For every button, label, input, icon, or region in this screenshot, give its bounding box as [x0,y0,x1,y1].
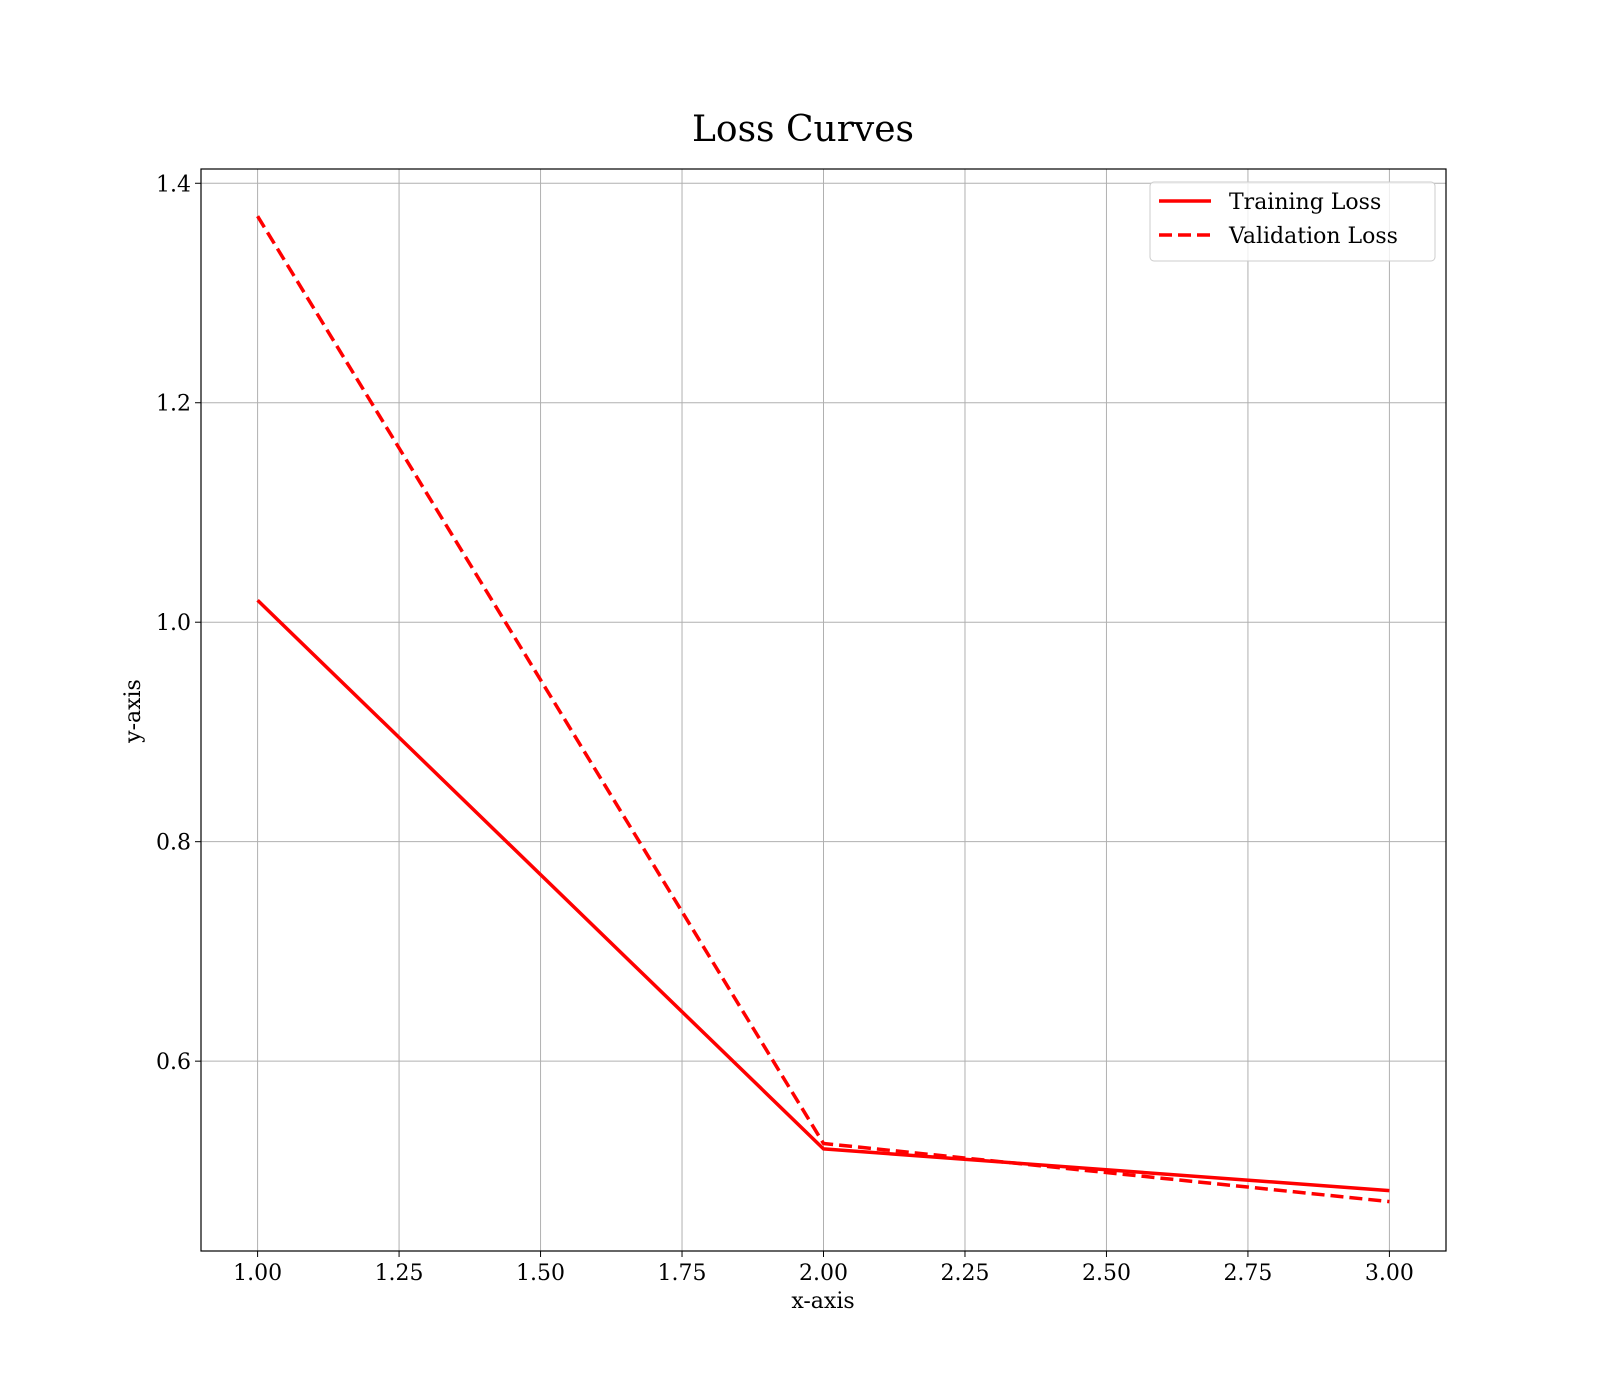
legend-validation-loss-label: Validation Loss [1228,224,1398,249]
y-tick-label: 1.2 [156,392,191,417]
chart-title: Loss Curves [692,109,914,150]
x-axis-ticks: 1.00 1.25 1.50 1.75 2.00 2.25 2.50 2.75 3.00 [233,1251,1414,1286]
x-tick-label: 2.75 [1223,1261,1272,1286]
x-tick-label: 2.50 [1082,1261,1131,1286]
x-tick-label: 1.25 [375,1261,424,1286]
x-tick-label: 3.00 [1365,1261,1414,1286]
x-tick-label: 1.75 [658,1261,707,1286]
legend-training-loss-label: Training Loss [1229,190,1381,215]
x-tick-label: 2.00 [799,1261,848,1286]
legend-box [1149,181,1436,262]
y-axis-ticks: 0.6 0.8 1.0 1.2 1.4 [156,172,201,1075]
y-tick-label: 1.0 [156,611,191,636]
legend: Training Loss Validation Loss [1149,181,1436,262]
x-tick-label: 1.00 [233,1261,282,1286]
y-tick-label: 0.6 [156,1050,191,1075]
series-layer [256,215,1390,1204]
x-tick-label: 1.50 [516,1261,565,1286]
y-tick-label: 0.8 [156,831,191,856]
x-tick-label: 2.25 [940,1261,989,1286]
validation-loss-line [256,215,1390,1204]
training-loss-line [256,599,1390,1193]
y-tick-label: 1.4 [156,172,191,197]
grid [201,169,1446,1251]
y-axis-label: y-axis [121,679,146,744]
x-axis-label: x-axis [791,1289,854,1314]
